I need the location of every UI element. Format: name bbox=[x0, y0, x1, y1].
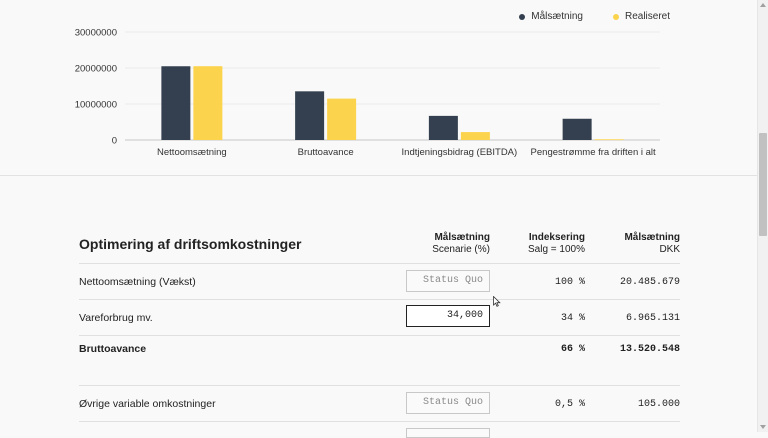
y-tick-label: 0 bbox=[112, 136, 117, 147]
legend-item-malsaetning[interactable]: Målsætning bbox=[519, 11, 583, 22]
row-divider bbox=[79, 299, 680, 300]
scenario-input-nettoomsaetning[interactable]: Status Quo bbox=[406, 270, 490, 292]
row-label-nettoomsaetning: Nettoomsætning (Vækst) bbox=[79, 276, 196, 288]
scenario-input-ovrige-variable[interactable]: Status Quo bbox=[406, 392, 490, 414]
column-header-line2: Scenarie (%) bbox=[432, 244, 490, 255]
section-divider bbox=[0, 175, 758, 176]
y-tick-label: 20000000 bbox=[75, 64, 117, 75]
row-label-vareforbrug: Vareforbrug mv. bbox=[79, 312, 153, 324]
legend-dot-icon bbox=[519, 13, 526, 20]
column-header-line2: DKK bbox=[659, 244, 680, 255]
scenario-input-vareforbrug[interactable]: 34,000 bbox=[406, 305, 490, 327]
scroll-thumb[interactable] bbox=[759, 133, 767, 236]
chart-canvas: 30000000 20000000 10000000 0 Nettoomsætning B… bbox=[75, 28, 660, 158]
bar-realiseret[interactable] bbox=[193, 66, 223, 140]
bar-chart: 30000000 20000000 10000000 0 Nettoomsætning B… bbox=[0, 0, 758, 176]
dkk-value: 13.520.548 bbox=[619, 344, 680, 355]
scroll-up-icon[interactable] bbox=[760, 3, 766, 7]
scenario-input-next[interactable] bbox=[406, 428, 490, 438]
index-value: 66 % bbox=[560, 344, 585, 355]
column-header-line2: Salg = 100% bbox=[528, 244, 585, 255]
page-scrollbar[interactable] bbox=[757, 0, 768, 432]
section-title: Optimering af driftsomkostninger bbox=[79, 236, 302, 252]
bar-realiseret[interactable] bbox=[327, 98, 357, 140]
column-header-index: Indeksering Salg = 100% bbox=[500, 232, 585, 256]
row-divider bbox=[79, 335, 680, 336]
bar-malsaetning[interactable] bbox=[161, 66, 191, 140]
y-tick-label: 10000000 bbox=[75, 100, 117, 111]
column-header-line1: Målsætning bbox=[434, 232, 490, 243]
x-tick-label: Bruttoavance bbox=[298, 147, 354, 158]
index-value: 34 % bbox=[560, 313, 585, 324]
chart-legend: Målsætning Realiseret bbox=[519, 11, 670, 22]
dkk-value: 6.965.131 bbox=[625, 313, 680, 324]
column-header-scenario: Målsætning Scenarie (%) bbox=[410, 232, 490, 256]
column-header-line1: Indeksering bbox=[528, 232, 585, 243]
x-tick-label: Indtjeningsbidrag (EBITDA) bbox=[402, 147, 518, 158]
x-tick-label: Nettoomsætning bbox=[157, 147, 227, 158]
bar-realiseret[interactable] bbox=[594, 139, 624, 141]
bar-malsaetning[interactable] bbox=[295, 91, 325, 140]
column-header-dkk: Målsætning DKK bbox=[595, 232, 680, 256]
row-divider bbox=[79, 263, 680, 264]
y-tick-label: 30000000 bbox=[75, 28, 117, 39]
row-label-ovrige-variable: Øvrige variable omkostninger bbox=[79, 398, 216, 410]
legend-label: Målsætning bbox=[531, 11, 583, 22]
bar-malsaetning[interactable] bbox=[428, 115, 458, 140]
dkk-value: 20.485.679 bbox=[619, 277, 680, 288]
legend-item-realiseret[interactable]: Realiseret bbox=[612, 11, 670, 22]
mouse-cursor-icon bbox=[493, 296, 501, 307]
optimization-section bbox=[0, 176, 758, 432]
legend-dot-icon bbox=[612, 13, 619, 20]
x-tick-label: Pengestrømme fra driften i alt bbox=[531, 147, 656, 158]
bar-realiseret[interactable] bbox=[460, 132, 490, 140]
row-label-bruttoavance: Bruttoavance bbox=[79, 343, 147, 355]
row-divider bbox=[79, 385, 680, 386]
bar-malsaetning[interactable] bbox=[562, 118, 592, 140]
index-value: 0,5 % bbox=[554, 399, 585, 410]
dkk-value: 105.000 bbox=[637, 399, 680, 410]
column-header-line1: Målsætning bbox=[624, 232, 680, 243]
row-divider bbox=[79, 421, 680, 422]
scroll-down-icon[interactable] bbox=[760, 425, 766, 429]
legend-label: Realiseret bbox=[624, 11, 670, 22]
index-value: 100 % bbox=[554, 277, 585, 288]
